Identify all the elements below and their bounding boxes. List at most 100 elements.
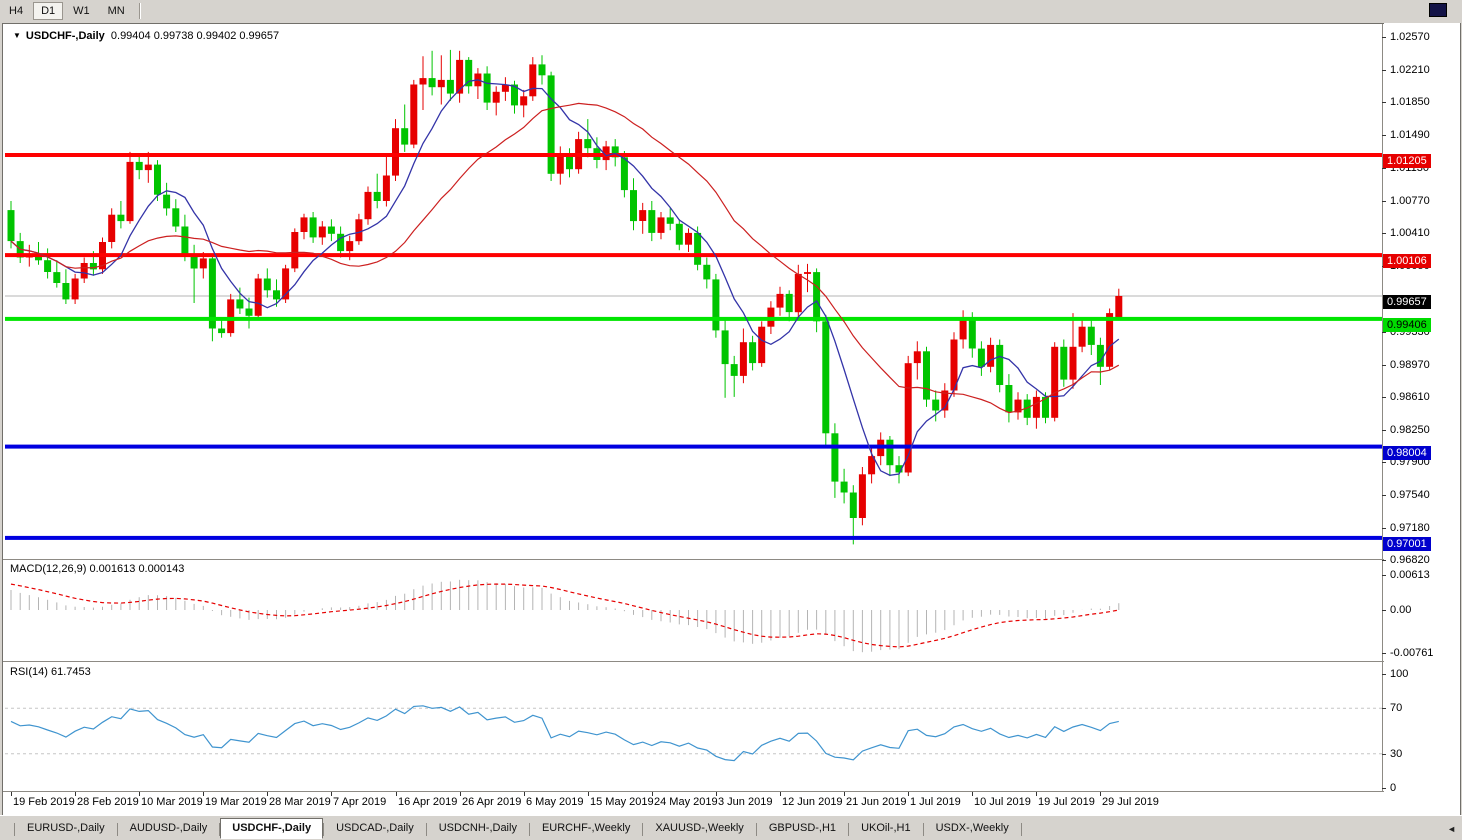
candle: [236, 287, 244, 314]
date-axis[interactable]: 19 Feb 2019 28 Feb 2019 10 Mar 2019 19 Mar …: [3, 792, 1459, 813]
tab-scroll-left-icon[interactable]: ◄: [1447, 824, 1456, 834]
tab-ukoil-h1[interactable]: UKOil-,H1: [861, 822, 911, 834]
timeframe-button-d1[interactable]: D1: [33, 2, 64, 20]
candle: [712, 273, 720, 338]
candle: [144, 151, 152, 183]
candle: [483, 66, 491, 110]
macd-pane[interactable]: [5, 561, 1382, 659]
candle: [575, 131, 583, 174]
pane-separator-rsi[interactable]: [3, 661, 1459, 662]
date-label: 26 Apr 2019: [462, 796, 522, 808]
pane-separator-macd[interactable]: [3, 559, 1459, 560]
candle: [254, 273, 262, 320]
tab-usdchf-daily[interactable]: USDCHF-,Daily: [220, 818, 324, 839]
price-badge-1.00106: 1.00106: [1383, 254, 1431, 268]
candle: [135, 155, 143, 180]
date-label: 19 Jul 2019: [1038, 796, 1095, 808]
tab-usdcad-daily[interactable]: USDCAD-,Daily: [336, 822, 414, 834]
candle: [794, 264, 802, 318]
candle: [657, 212, 665, 240]
main-price-pane[interactable]: [5, 28, 1382, 558]
timeframe-button-mn[interactable]: MN: [107, 5, 125, 17]
macd-tick-label: 0.00613: [1390, 569, 1430, 581]
candle: [44, 248, 52, 279]
date-axis-separator: [3, 791, 1459, 792]
candle: [758, 321, 766, 367]
chart-tabbar: EURUSD-,Daily AUDUSD-,Daily USDCHF-,Daily U…: [0, 815, 1462, 840]
date-label: 19 Mar 2019: [205, 796, 267, 808]
tab-gbpusd-h1[interactable]: GBPUSD-,H1: [768, 822, 837, 834]
price-tick-mark: [1382, 102, 1386, 103]
date-tick-mark: [203, 792, 204, 796]
tab-xauusd-weekly[interactable]: XAUUSD-,Weekly: [655, 822, 744, 834]
price-tick-mark: [1382, 495, 1386, 496]
price-scale[interactable]: 1.02570 1.02210 1.01850 1.01490 1.01130 1.007…: [1382, 23, 1460, 794]
price-tick-mark: [1382, 397, 1386, 398]
date-label: 16 Apr 2019: [398, 796, 458, 808]
date-tick-mark: [396, 792, 397, 796]
candle: [465, 57, 473, 94]
candle: [163, 182, 171, 216]
tab-eurusd-daily[interactable]: EURUSD-,Daily: [27, 822, 105, 834]
price-tick-mark: [1382, 462, 1386, 463]
tab-separator: [323, 823, 325, 836]
rsi-pane[interactable]: [5, 663, 1382, 791]
candle: [446, 49, 454, 101]
chart-title: ▼ USDCHF-,Daily 0.99404 0.99738 0.99402 0…: [13, 30, 279, 42]
price-tick-label: 1.02210: [1390, 64, 1430, 76]
candle: [932, 390, 940, 422]
date-label: 3 Jun 2019: [718, 796, 773, 808]
candle: [492, 86, 500, 116]
price-tick-label: 1.01490: [1390, 129, 1430, 141]
tab-separator: [528, 823, 530, 836]
timeframe-button-w1[interactable]: W1: [73, 5, 90, 17]
date-tick-mark: [908, 792, 909, 796]
window-icon[interactable]: [1429, 3, 1447, 17]
macd-tick-mark: [1382, 610, 1386, 611]
candle: [822, 314, 830, 447]
ma-fast-line: [10, 79, 1120, 476]
date-tick-mark: [1036, 792, 1037, 796]
ohlc-low: 0.99402: [196, 30, 237, 42]
date-tick-mark: [524, 792, 525, 796]
price-tick-label: 0.97540: [1390, 489, 1430, 501]
macd-label: MACD(12,26,9) 0.001613 0.000143: [10, 563, 185, 575]
price-badge-0.99406: 0.99406: [1383, 318, 1431, 332]
candle: [694, 226, 702, 271]
tab-usdcnh-daily[interactable]: USDCNH-,Daily: [438, 822, 517, 834]
date-label: 29 Jul 2019: [1102, 796, 1159, 808]
chart-dropdown-icon[interactable]: ▼: [13, 31, 21, 40]
candle: [996, 339, 1004, 393]
price-tick-mark: [1382, 135, 1386, 136]
tab-audusd-daily[interactable]: AUDUSD-,Daily: [129, 822, 208, 834]
candle: [941, 383, 949, 418]
tab-eurchf-weekly[interactable]: EURCHF-,Weekly: [541, 822, 631, 834]
timeframe-button-h4[interactable]: H4: [9, 5, 24, 17]
price-tick-label: 0.98610: [1390, 391, 1430, 403]
rsi-line: [10, 705, 1119, 762]
candle: [1005, 374, 1013, 423]
candle: [520, 89, 528, 118]
hline-1.00106[interactable]: [5, 253, 1382, 258]
candle: [529, 57, 537, 101]
candle: [785, 290, 793, 322]
candle: [309, 212, 317, 243]
candle: [1087, 319, 1095, 355]
candle: [959, 310, 967, 349]
timeframe-toolbar: H4 D1 W1 MN: [0, 0, 1462, 23]
candle: [648, 201, 656, 242]
tab-usdx-weekly[interactable]: USDX-,Weekly: [935, 822, 1009, 834]
hline-0.99406[interactable]: [5, 316, 1382, 321]
hline-1.01205[interactable]: [5, 153, 1382, 157]
candle: [291, 228, 299, 273]
date-label: 12 Jun 2019: [782, 796, 843, 808]
candle: [80, 257, 88, 283]
candle: [273, 279, 280, 307]
candle: [218, 317, 226, 338]
candle: [428, 50, 436, 96]
hline-0.98004[interactable]: [5, 444, 1382, 449]
price-tick-mark: [1382, 168, 1386, 169]
hline-0.97001[interactable]: [5, 535, 1382, 540]
candle: [950, 332, 958, 397]
ohlc-high: 0.99738: [153, 30, 194, 42]
